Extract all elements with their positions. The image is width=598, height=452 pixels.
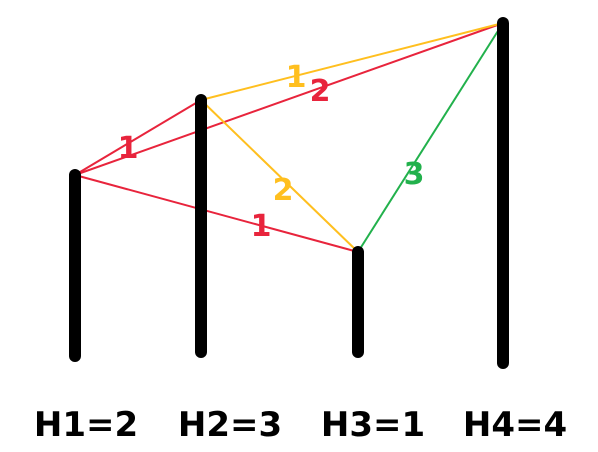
- edge-label-h1-h2: 1: [118, 131, 139, 166]
- pole-label-h3: H3=1: [321, 405, 425, 445]
- edge-label-h1-h4: 2: [310, 74, 331, 109]
- edge-line-h3-h4: [357, 22, 504, 253]
- pole-label-h1: H1=2: [34, 405, 138, 445]
- edge-label-h2-h3: 2: [273, 173, 294, 208]
- edge-label-h1-h3: 1: [251, 209, 272, 244]
- pole-label-h4: H4=4: [463, 405, 567, 445]
- edge-line-h1-h2: [74, 99, 202, 176]
- pole-label-h2: H2=3: [178, 405, 282, 445]
- edge-label-h3-h4: 3: [404, 157, 425, 192]
- edge-line-h1-h4: [74, 22, 504, 176]
- edge-label-h2-h4: 1: [286, 60, 307, 95]
- edge-line-h2-h3: [200, 99, 359, 253]
- edge-line-h2-h4: [200, 22, 504, 101]
- edge-line-h1-h3: [74, 174, 359, 253]
